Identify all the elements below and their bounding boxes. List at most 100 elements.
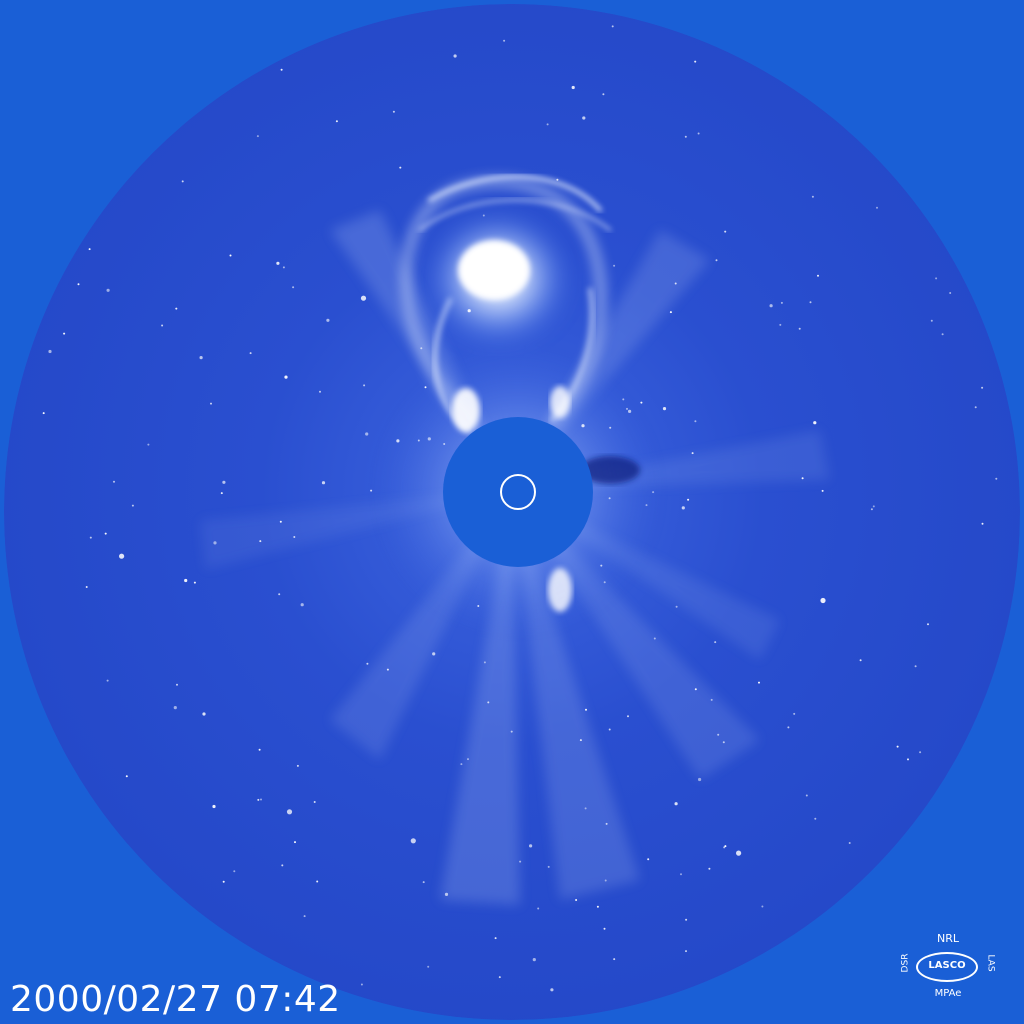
star <box>872 505 875 508</box>
star <box>280 68 283 71</box>
star <box>249 352 252 355</box>
star <box>817 274 819 277</box>
star <box>175 307 178 310</box>
star <box>85 586 88 588</box>
star <box>691 452 694 455</box>
star <box>761 905 764 908</box>
star <box>260 798 262 801</box>
flare-bottom <box>548 568 572 612</box>
star <box>685 918 688 921</box>
star <box>161 324 164 327</box>
star <box>257 798 260 801</box>
star <box>467 758 469 761</box>
star <box>276 261 280 265</box>
star <box>89 536 92 539</box>
star <box>613 264 616 267</box>
star <box>608 497 611 500</box>
star <box>698 777 702 782</box>
star <box>608 728 611 731</box>
star <box>694 688 697 691</box>
star <box>628 409 632 413</box>
star <box>669 311 672 314</box>
star <box>604 879 607 882</box>
star <box>113 480 115 483</box>
star <box>584 807 587 810</box>
star <box>125 775 128 778</box>
star <box>42 412 45 415</box>
flare-left <box>452 388 480 432</box>
star <box>694 420 697 423</box>
star <box>220 492 223 495</box>
star <box>326 318 330 322</box>
star <box>684 135 687 138</box>
star <box>193 581 196 584</box>
star <box>935 277 938 280</box>
star <box>603 581 606 584</box>
star <box>173 706 177 710</box>
star <box>949 292 952 294</box>
star <box>941 333 944 336</box>
star <box>300 603 304 607</box>
star <box>294 841 296 844</box>
star <box>603 927 606 930</box>
star <box>694 60 697 63</box>
star <box>870 508 873 511</box>
star <box>611 25 614 28</box>
star <box>581 424 585 428</box>
star <box>184 578 188 583</box>
star <box>787 726 790 729</box>
star <box>363 384 366 387</box>
star <box>313 801 316 803</box>
star <box>199 356 203 360</box>
star <box>779 323 782 326</box>
star <box>48 349 52 354</box>
star <box>365 432 369 436</box>
logo-oval: LASCO <box>916 952 978 982</box>
star <box>876 206 878 209</box>
star <box>420 347 423 350</box>
star <box>279 520 282 523</box>
star <box>222 880 225 883</box>
star <box>674 802 678 806</box>
star <box>181 180 184 183</box>
star <box>715 259 718 262</box>
star <box>805 794 808 797</box>
star <box>547 865 550 868</box>
star <box>801 477 804 480</box>
star <box>927 623 929 626</box>
star <box>222 480 226 484</box>
star <box>662 407 667 411</box>
star <box>210 402 212 405</box>
star <box>626 407 628 410</box>
star <box>602 93 605 96</box>
star <box>652 491 655 494</box>
logo-bottom-label: MPAe <box>934 988 962 999</box>
logo-center-label: LASCO <box>928 960 966 971</box>
star <box>282 266 285 269</box>
star <box>366 662 369 665</box>
star <box>483 661 486 664</box>
star <box>798 327 801 330</box>
star <box>417 439 420 442</box>
star <box>736 850 742 856</box>
star <box>487 701 490 704</box>
star <box>493 262 496 265</box>
star <box>319 390 321 393</box>
flare-right <box>550 386 570 418</box>
star <box>758 681 760 684</box>
star <box>399 166 402 169</box>
star <box>981 522 984 525</box>
star <box>444 892 449 897</box>
star <box>537 907 540 910</box>
star <box>453 54 457 58</box>
star <box>914 665 917 668</box>
star <box>176 683 178 686</box>
star <box>63 332 66 335</box>
star <box>278 593 281 596</box>
star <box>974 406 977 409</box>
star <box>467 309 471 313</box>
star <box>675 605 678 608</box>
star <box>386 668 389 671</box>
star <box>303 915 306 918</box>
